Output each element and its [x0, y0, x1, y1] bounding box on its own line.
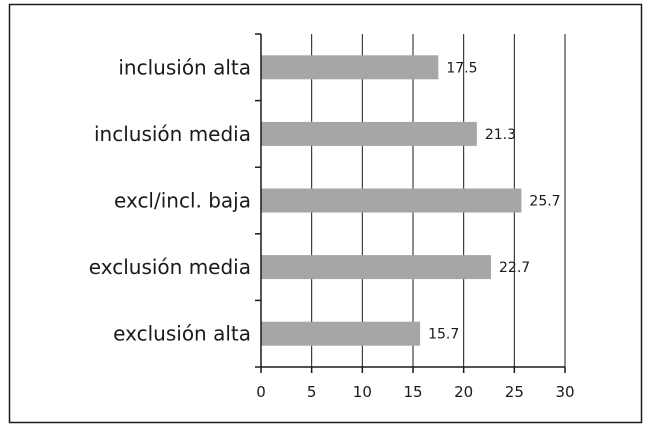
value-label: 17.5	[446, 60, 477, 76]
value-label: 22.7	[499, 260, 530, 276]
value-label: 21.3	[485, 127, 516, 143]
value-label: 15.7	[428, 327, 459, 343]
bar	[261, 321, 421, 346]
x-tick-label: 30	[555, 383, 574, 401]
x-tick-label: 25	[505, 383, 524, 401]
bar	[261, 188, 522, 213]
axes	[255, 33, 566, 373]
bar	[261, 255, 492, 280]
bar	[261, 121, 477, 146]
grid	[311, 34, 566, 367]
category-label: inclusión media	[94, 122, 251, 146]
category-label: exclusión media	[89, 255, 251, 279]
x-tick-label: 10	[353, 383, 372, 401]
x-tick-label: 5	[307, 383, 317, 401]
bars	[261, 55, 522, 346]
category-label: exclusión alta	[113, 322, 251, 346]
x-tick-label: 20	[454, 383, 473, 401]
labels: 17.5 inclusión alta 21.3 inclusión media 25.…	[89, 55, 575, 401]
bar	[261, 55, 439, 80]
x-tick-label: 15	[403, 383, 422, 401]
chart-border	[8, 3, 643, 424]
category-label: inclusión alta	[118, 55, 251, 79]
value-label: 25.7	[529, 194, 560, 210]
category-label: excl/incl. baja	[114, 189, 251, 213]
x-tick-label: 0	[256, 383, 266, 401]
